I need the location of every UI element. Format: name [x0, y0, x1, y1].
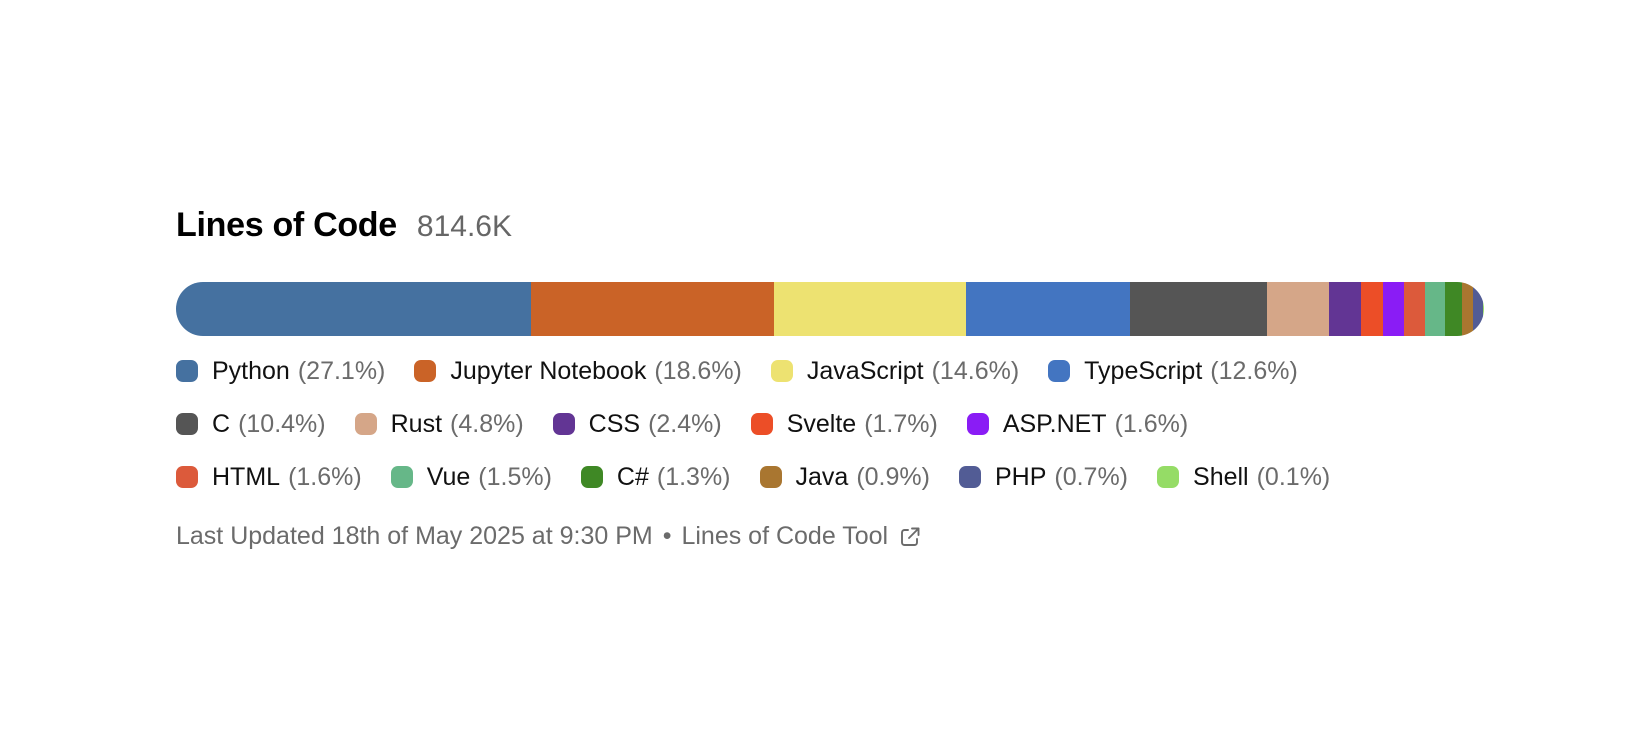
legend-percentage: (0.1%) — [1256, 462, 1331, 491]
legend-row: Python (27.1%) Jupyter Notebook (18.6%) Java… — [176, 354, 1486, 388]
legend-label: Svelte — [786, 409, 857, 438]
legend-item-svelte: Svelte (1.7%) — [750, 409, 938, 439]
legend-percentage: (10.4%) — [238, 409, 326, 438]
lines-of-code-widget: Lines of Code 814.6K Python (27.1%) Jupyte… — [176, 206, 1486, 550]
legend-swatch — [580, 466, 603, 488]
bar-segment-rust[interactable] — [1266, 282, 1330, 336]
legend-percentage: (27.1%) — [297, 356, 386, 385]
legend-swatch — [1157, 466, 1180, 488]
legend-percentage: (12.6%) — [1210, 356, 1298, 385]
legend-label: HTML — [212, 462, 281, 491]
bar-segment-shell[interactable] — [1482, 282, 1484, 336]
footer-separator: • — [662, 522, 672, 550]
legend-label: JavaScript — [806, 356, 924, 385]
legend-swatch — [770, 360, 793, 382]
footer: Last Updated 18th of May 2025 at 9:30 PM… — [176, 522, 922, 551]
legend-percentage: (18.6%) — [654, 356, 742, 385]
bar-segment-svelte[interactable] — [1360, 282, 1384, 336]
legend-label: Shell — [1193, 462, 1249, 491]
language-stacked-bar — [176, 282, 1484, 336]
legend-swatch — [354, 413, 377, 435]
lines-of-code-tool-link[interactable]: Lines of Code Tool — [681, 522, 888, 551]
legend-label: TypeScript — [1084, 356, 1203, 385]
legend-percentage: (1.6%) — [1114, 409, 1189, 438]
legend-label: Python — [212, 356, 290, 385]
legend-label: ASP.NET — [1002, 409, 1107, 438]
legend-percentage: (4.8%) — [450, 409, 524, 438]
bar-segment-html[interactable] — [1404, 282, 1426, 336]
bar-segment-jupyter-notebook[interactable] — [530, 282, 775, 336]
bar-segment-c[interactable] — [1130, 282, 1267, 336]
external-link-icon[interactable] — [898, 525, 922, 549]
legend-label: CSS — [588, 409, 641, 438]
legend-swatch — [552, 413, 575, 435]
bar-segment-vue[interactable] — [1425, 282, 1445, 336]
last-updated-text: Last Updated 18th of May 2025 at 9:30 PM — [176, 522, 653, 550]
legend-swatch — [958, 466, 981, 488]
legend-item-asp-net: ASP.NET (1.6%) — [966, 409, 1189, 439]
bar-segment-typescript[interactable] — [965, 282, 1131, 336]
legend-swatch — [390, 466, 413, 488]
language-legend: Python (27.1%) Jupyter Notebook (18.6%) Java… — [176, 354, 1486, 513]
bar-segment-asp-net[interactable] — [1383, 282, 1405, 336]
legend-item-c: C (10.4%) — [176, 410, 326, 439]
legend-label: PHP — [994, 462, 1047, 491]
legend-label: Java — [795, 462, 849, 491]
legend-label: Vue — [426, 462, 471, 491]
legend-label: Rust — [390, 409, 443, 438]
bar-segment-java[interactable] — [1461, 282, 1474, 336]
legend-item-rust: Rust (4.8%) — [354, 409, 524, 439]
bar-segment-c-[interactable] — [1444, 282, 1462, 336]
legend-label: C# — [616, 462, 649, 491]
legend-swatch — [414, 360, 437, 382]
legend-item-shell: Shell (0.1%) — [1157, 463, 1330, 492]
legend-item-vue: Vue (1.5%) — [390, 462, 552, 492]
bar-segment-python[interactable] — [176, 282, 531, 336]
widget-title: Lines of Code — [176, 206, 397, 244]
legend-percentage: (1.7%) — [864, 409, 938, 438]
legend-percentage: (1.5%) — [478, 462, 552, 491]
legend-label: C — [212, 409, 231, 438]
legend-percentage: (0.9%) — [856, 462, 930, 491]
legend-swatch — [176, 466, 198, 488]
legend-item-jupyter-notebook: Jupyter Notebook (18.6%) — [414, 357, 742, 386]
legend-row: HTML (1.6%) Vue (1.5%) C# (1.3%) Java (0.9%) PHP… — [176, 460, 1486, 494]
legend-label: Jupyter Notebook — [450, 356, 647, 385]
legend-percentage: (0.7%) — [1054, 462, 1129, 491]
legend-percentage: (2.4%) — [648, 409, 722, 438]
legend-swatch — [759, 466, 782, 488]
bar-segment-css[interactable] — [1329, 282, 1361, 336]
legend-item-php: PHP (0.7%) — [958, 462, 1129, 492]
legend-item-html: HTML (1.6%) — [176, 463, 362, 492]
bar-segment-javascript[interactable] — [774, 282, 966, 336]
legend-item-python: Python (27.1%) — [176, 357, 385, 386]
legend-swatch — [750, 413, 773, 435]
legend-percentage: (1.3%) — [656, 462, 731, 491]
legend-item-css: CSS (2.4%) — [552, 409, 722, 439]
legend-swatch — [176, 413, 198, 435]
legend-swatch — [176, 360, 198, 382]
legend-percentage: (1.6%) — [288, 462, 362, 491]
total-lines-count: 814.6K — [416, 210, 512, 243]
legend-item-java: Java (0.9%) — [759, 462, 930, 492]
legend-swatch — [966, 413, 989, 435]
bar-segment-php[interactable] — [1473, 282, 1483, 336]
legend-item-typescript: TypeScript (12.6%) — [1048, 357, 1298, 386]
widget-header: Lines of Code 814.6K — [176, 206, 1486, 254]
legend-item-c-: C# (1.3%) — [580, 462, 731, 492]
lines-of-code-tool-label: Lines of Code Tool — [681, 522, 889, 550]
legend-swatch — [1048, 360, 1071, 382]
legend-row: C (10.4%) Rust (4.8%) CSS (2.4%) Svelte (1.7%) A… — [176, 407, 1486, 441]
legend-percentage: (14.6%) — [931, 356, 1020, 385]
legend-item-javascript: JavaScript (14.6%) — [770, 356, 1020, 386]
